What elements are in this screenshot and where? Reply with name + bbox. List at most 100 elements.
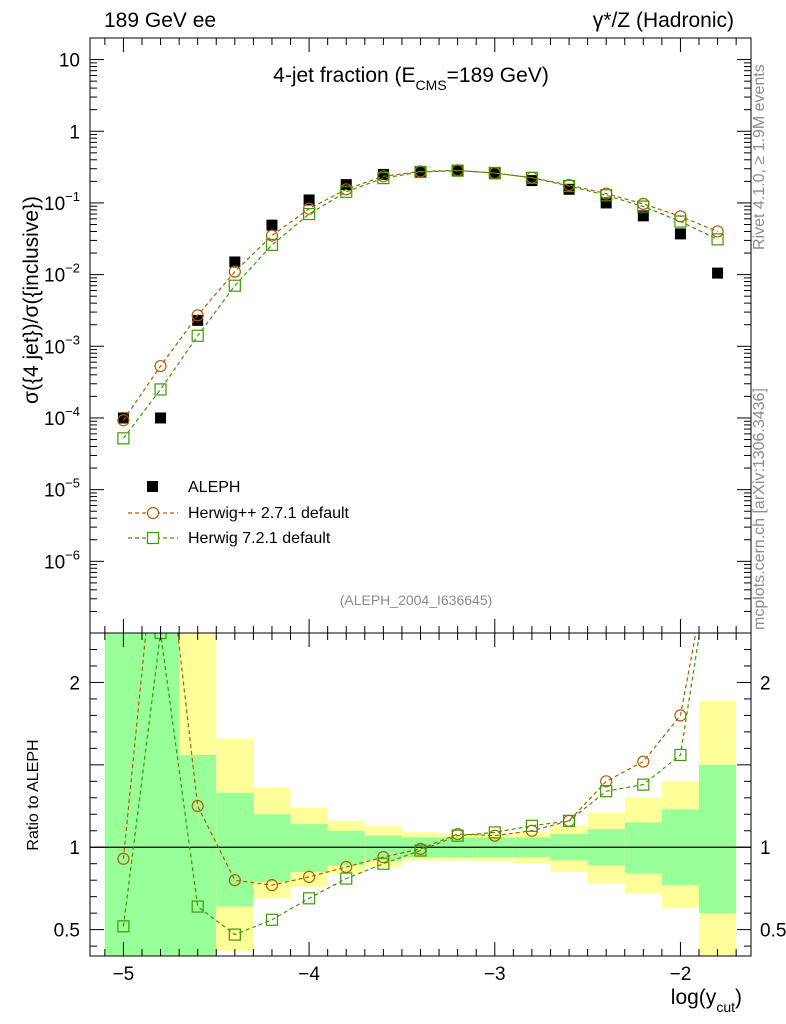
herwigpp-2-7-1-default-point [154,359,167,373]
stat-uncertainty-band [216,792,254,907]
main-panel: 10 1 10−1 10−2 10−3 10−4 10−5 10−6 4-jet fracti… [20,37,752,634]
herwig-7-2-1-default-point [488,166,501,180]
stat-uncertainty-band [699,764,737,914]
legend-label-herwigpp: Herwig++ 2.7.1 default [188,505,350,522]
ratio-y-tick-label-right: 1 [760,838,771,859]
ratio-y-tick-label: 0.5 [54,921,80,942]
herwigpp-2-7-1-default-ratio-point [228,874,241,887]
herwig-7-2-1-default-ratio-point [637,778,650,791]
aleph-data-point [563,183,575,195]
legend: ALEPH Herwig++ 2.7.1 default Herwig 7.2.… [128,479,350,547]
top-y-tick-label: 10−6 [44,547,80,573]
herwig-7-2-1-default-ratio-point [117,920,130,933]
stat-uncertainty-band [364,835,402,861]
herwig-7-2-1-default-ratio-point [191,900,204,913]
herwig-7-2-1-default-point [117,432,130,445]
herwig-7-2-1-default-point [562,179,576,193]
x-tick-label: −5 [113,964,135,985]
herwigpp-2-7-1-default-ratio-point [377,851,390,864]
herwig-7-2-1-default-ratio-point [600,785,613,798]
analysis-id-label: (ALEPH_2004_I636645) [340,592,493,608]
main-y-axis-label: σ({4 jet})/σ({inclusive}) [20,196,43,404]
herwig-7-2-1-default-ratio-point [377,857,390,870]
aleph-data-point [712,267,724,279]
herwigpp-2-7-1-default-ratio-point [712,512,723,523]
herwigpp-2-7-1-default-ratio-point [302,870,316,883]
herwigpp-2-7-1-default-point [117,414,130,427]
stat-uncertainty-band [624,822,662,874]
top-y-tick-label: 1 [69,122,80,143]
herwig-7-2-1-default-ratio-point [488,826,501,839]
herwig-7-2-1-default-point [340,185,353,198]
ratio-plot-marks [90,512,751,956]
herwigpp-2-7-1-default-point [637,197,650,210]
herwigpp-2-7-1-default-line [122,169,718,421]
herwig-7-2-1-default-point [414,165,427,179]
herwig-7-2-1-default-ratio-line [122,633,701,936]
stat-uncertainty-band [253,814,291,882]
main-plot-marks [117,164,724,445]
herwigpp-2-7-1-default-ratio-point [637,755,650,768]
aleph-data-point [489,168,501,180]
herwigpp-2-7-1-default-point [191,309,204,322]
ratio-y-axis-label: Ratio to ALEPH [25,739,42,850]
herwig-7-2-1-default-ratio-point [712,512,723,523]
top-y-tick-label: 10 [59,51,80,72]
ratio-y-tick-label: 1 [69,838,80,859]
top-y-tick-label: 10−3 [44,332,80,358]
rivet-version-label: Rivet 4.1.0, ≥ 1.9M events [751,64,768,250]
herwig-7-2-1-default-point [302,207,316,221]
ratio-y-tick-label-right: 0.5 [760,921,786,942]
herwig-7-2-1-default-ratio-point [414,844,427,857]
top-y-tick-label: 10−2 [44,261,80,287]
main-plot-title: 4-jet fraction (ECMS=189 GeV) [273,64,549,93]
aleph-data-point [266,219,278,231]
herwigpp-2-7-1-default-point [265,229,279,242]
x-tick-label: −3 [484,964,506,985]
herwig-7-2-1-default-ratio-point [265,913,279,926]
legend-marker-aleph [147,481,158,492]
herwigpp-2-7-1-default-point [711,225,724,238]
x-tick-label: −4 [298,964,320,985]
legend-item-herwigpp: Herwig++ 2.7.1 default [128,505,350,522]
ratio-y-tick-label: 2 [69,673,80,694]
aleph-data-point [155,412,167,424]
herwig-7-2-1-default-line [122,170,718,439]
herwig-7-2-1-default-point [711,233,724,246]
x-tick-label: −2 [670,964,692,985]
herwigpp-2-7-1-default-ratio-point [191,799,204,813]
legend-label-aleph: ALEPH [188,479,240,496]
herwigpp-2-7-1-default-ratio-point [600,775,613,788]
ratio-panel: −5 −4 −3 −2 2 2 1 1 0.5 0.5 Ratio to ALEPH log(yc… [25,512,786,1015]
header-left-label: 189 GeV ee [104,9,216,32]
herwig-7-2-1-default-point [191,329,204,342]
herwig-7-2-1-default-ratio-point [340,872,353,885]
aleph-data-point [377,168,389,180]
aleph-data-point [674,228,686,240]
herwig-7-2-1-default-ratio-point [562,814,576,827]
aleph-data-point [229,256,241,268]
legend-item-herwig7: Herwig 7.2.1 default [128,530,331,547]
herwig-7-2-1-default-ratio-point [302,892,316,905]
aleph-data-point [600,197,612,209]
herwig-7-2-1-default-point [377,172,390,185]
herwig-7-2-1-default-point [525,171,539,184]
stat-uncertainty-band [104,633,142,956]
herwigpp-2-7-1-default-ratio-point [117,852,130,865]
herwig-7-2-1-default-ratio-point [451,829,464,842]
top-y-tick-label: 10−1 [44,189,80,215]
aleph-data-point [637,210,649,222]
main-axes: 10 1 10−1 10−2 10−3 10−4 10−5 10−6 [44,37,751,634]
herwigpp-2-7-1-default-ratio-point [265,879,279,892]
header-right-label: γ*/Z (Hadronic) [593,9,734,32]
ratio-y-tick-label-right: 2 [760,673,771,694]
herwig-7-2-1-default-ratio-point [228,928,241,941]
legend-marker-herwigpp [146,506,160,520]
legend-marker-herwig7 [146,531,160,545]
herwig-7-2-1-default-point [265,238,279,251]
herwigpp-2-7-1-default-ratio-point [674,709,687,722]
ratio-axes: −5 −4 −3 −2 2 2 1 1 0.5 0.5 [54,633,786,985]
herwigpp-2-7-1-default-point [228,265,241,278]
aleph-data-point [340,179,352,191]
